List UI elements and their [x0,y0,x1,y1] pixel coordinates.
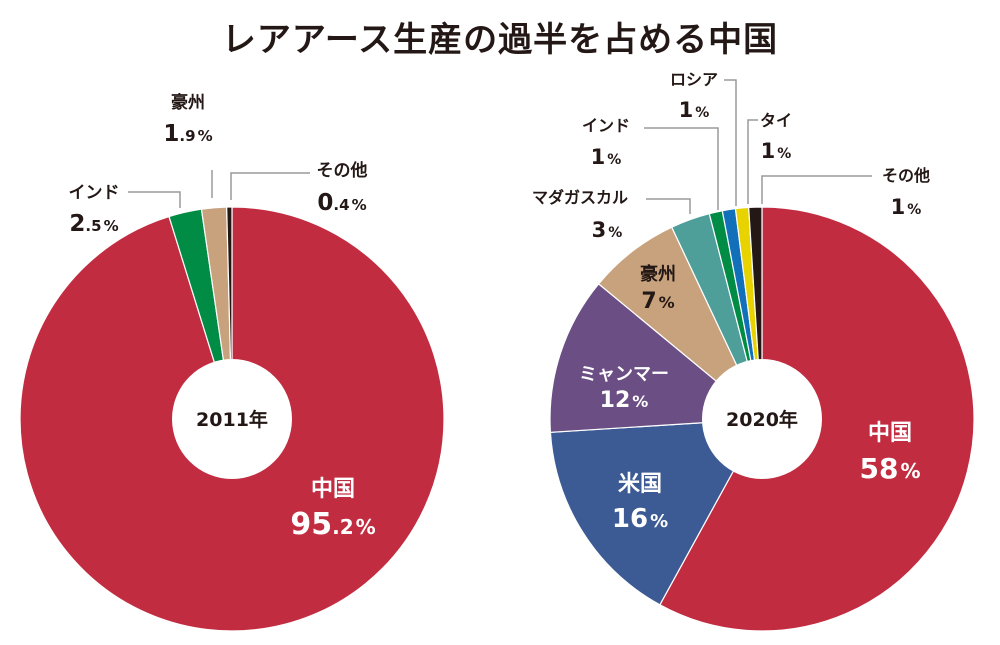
slice-value-label: 3% [592,218,623,242]
slice-value-label: 1% [679,98,710,122]
slice-name-label: インド [69,183,120,203]
leader-line [128,191,181,208]
slice-value-label: 1% [761,139,792,163]
slice-value-label: 1% [591,145,622,169]
slice-name-label: ロシア [670,70,718,89]
pie-center-label: 2011年 [196,408,268,431]
slice-name-label: 中国 [868,421,912,446]
slice-value-label: 1% [891,195,922,219]
slice-name-label: その他 [317,160,368,181]
slice-value-label: 0.4% [317,190,366,216]
slice-name-label: その他 [882,166,930,185]
slice-value-label: 16% [612,504,668,534]
slice-value-label: 12% [600,388,649,413]
pie-center-hole [702,359,822,479]
slice-name-label: マダガスカル [532,188,628,207]
slice-value-label: 2.5% [69,211,118,237]
leader-line [761,175,872,204]
slice-name-label: ミャンマー [579,364,669,385]
leader-line [724,79,737,206]
pie-center-hole [172,359,292,479]
leader-line [644,127,719,210]
slice-name-label: 米国 [618,472,662,497]
slice-name-label: 豪州 [640,263,676,285]
slice-value-label: 95.2% [290,507,375,542]
slice-value-label: 7% [641,289,674,314]
slice-name-label: インド [582,116,630,135]
chart-title: レアアース生産の過半を占める中国 [221,20,779,60]
leader-line [230,172,310,200]
slice-value-label: 58% [859,452,920,485]
slice-name-label: 中国 [311,477,355,502]
leader-line [747,119,758,204]
leader-line [646,198,691,214]
pie-center-label: 2020年 [726,408,798,431]
pie-slice [549,418,764,606]
slice-name-label: 豪州 [171,92,205,113]
slice-name-label: タイ [760,111,792,130]
slice-value-label: 1.9% [163,121,212,147]
